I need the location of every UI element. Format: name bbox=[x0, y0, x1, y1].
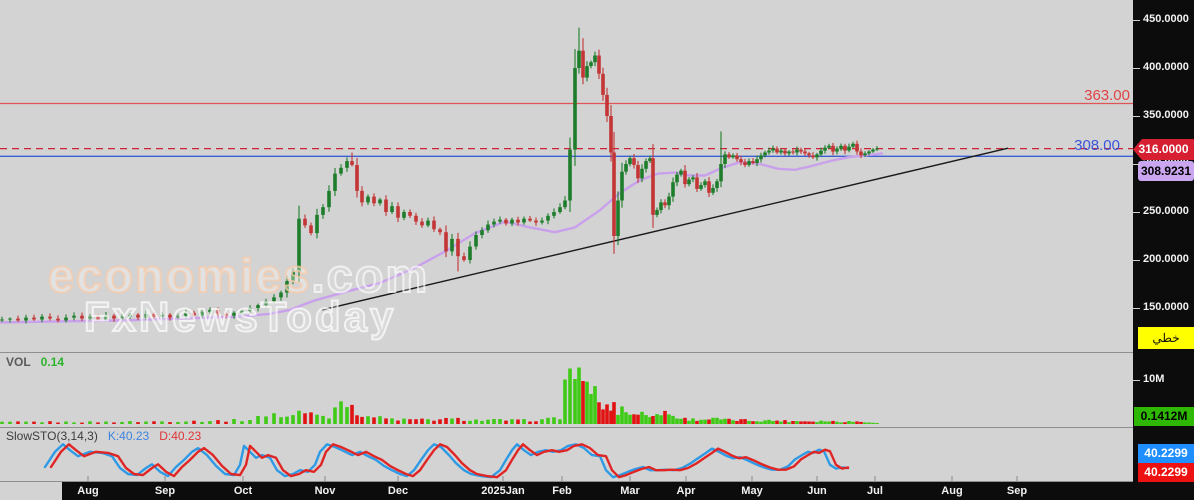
support-price-label: 308.00 bbox=[1074, 137, 1120, 154]
price-tick-label: 200.0000 bbox=[1143, 253, 1189, 265]
resistance-price-label: 363.00 bbox=[1084, 87, 1130, 104]
month-label: Mar bbox=[620, 485, 640, 497]
price-tick-mark bbox=[1133, 20, 1140, 21]
month-label: Aug bbox=[941, 485, 963, 497]
price-tick-label: 400.0000 bbox=[1143, 61, 1189, 73]
month-label: Feb bbox=[552, 485, 572, 497]
volume-indicator-label: VOL 0.14 bbox=[6, 355, 64, 369]
month-label: 2025Jan bbox=[481, 485, 525, 497]
trendline[interactable] bbox=[321, 147, 1009, 311]
price-tick-mark bbox=[1133, 308, 1140, 309]
price-tick-label: 250.0000 bbox=[1143, 205, 1189, 217]
stochastic-label: SlowSTO(3,14,3) bbox=[6, 429, 98, 443]
price-tick-mark bbox=[1133, 116, 1140, 117]
month-label: Sep bbox=[1006, 485, 1028, 497]
price-tick-label: 450.0000 bbox=[1143, 13, 1189, 25]
price-tick-label: 350.0000 bbox=[1143, 109, 1189, 121]
month-label: Oct bbox=[233, 485, 253, 497]
volume-tick-mark bbox=[1133, 380, 1140, 381]
price-tick-label: 150.0000 bbox=[1143, 301, 1189, 313]
month-label: Aug bbox=[77, 485, 99, 497]
price-tick-mark bbox=[1133, 68, 1140, 69]
stochastic-k-line bbox=[43, 443, 850, 479]
month-label: Sep bbox=[154, 485, 176, 497]
stochastic-indicator-label: SlowSTO(3,14,3) K:40.23 D:40.23 bbox=[6, 429, 201, 443]
month-label: Apr bbox=[676, 485, 696, 497]
stochastic-d-value: D:40.23 bbox=[159, 429, 202, 443]
volume-tick-label: 10M bbox=[1143, 373, 1165, 385]
price-tick-mark bbox=[1133, 260, 1140, 261]
time-axis[interactable] bbox=[62, 482, 1194, 500]
month-label: Nov bbox=[314, 485, 336, 497]
price-tick-mark bbox=[1133, 212, 1140, 213]
chart-surface[interactable] bbox=[0, 0, 1133, 500]
price-tick-mark bbox=[1133, 164, 1140, 165]
last-price-badge: 316.0000 bbox=[1133, 139, 1194, 160]
month-label: Dec bbox=[387, 485, 409, 497]
volume-current-value: 0.14 bbox=[40, 355, 65, 369]
volume-bars bbox=[0, 367, 879, 424]
stochastic-d-line bbox=[49, 443, 850, 479]
candlestick-series bbox=[0, 27, 879, 324]
month-label: May bbox=[741, 485, 763, 497]
month-label: Jul bbox=[867, 485, 883, 497]
stochastic-k-badge: 40.2299 bbox=[1138, 444, 1194, 463]
stochastic-d-badge: 40.2299 bbox=[1138, 463, 1194, 482]
scale-mode-badge[interactable]: خطي bbox=[1138, 327, 1194, 349]
moving-average-line bbox=[0, 152, 884, 324]
ma-value-badge: 308.9231 bbox=[1138, 161, 1194, 181]
current-volume-badge: 0.1412M bbox=[1134, 407, 1194, 426]
stochastic-k-value: K:40.23 bbox=[107, 429, 150, 443]
month-label: Jun bbox=[807, 485, 827, 497]
volume-label: VOL bbox=[6, 355, 31, 369]
